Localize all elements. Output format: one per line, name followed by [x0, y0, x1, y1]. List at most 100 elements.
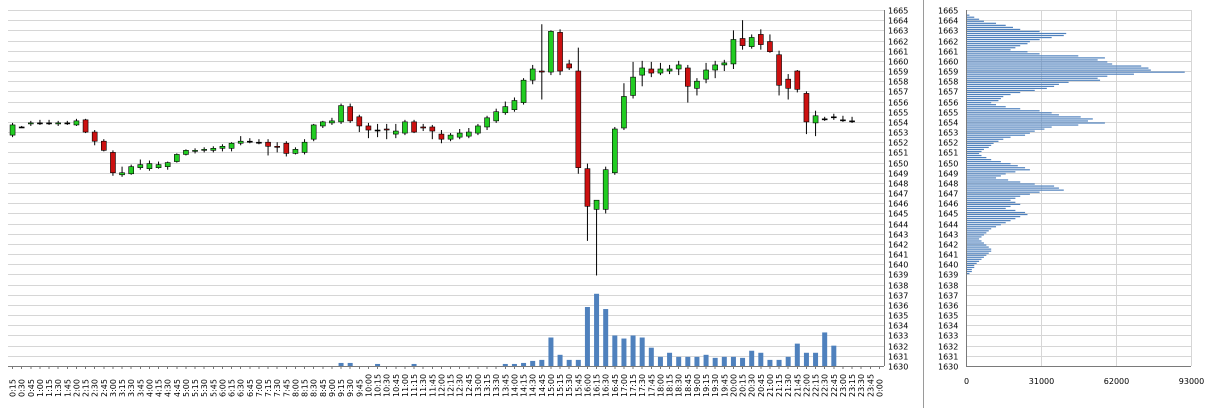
volume-bar — [685, 356, 691, 366]
time-tick-label: 18:00 — [656, 374, 665, 397]
price-tick-label: 1660 — [888, 58, 908, 67]
time-tick-label: 15:30 — [565, 374, 574, 397]
volume-bar — [822, 332, 828, 366]
volume-bar — [712, 357, 718, 366]
profile-price-tick-label: 1642 — [938, 241, 958, 250]
candle-body — [794, 70, 801, 90]
profile-price-tick-label: 1665 — [938, 7, 958, 16]
profile-bar — [967, 161, 1001, 163]
profile-bar — [967, 238, 980, 240]
candle-body — [584, 168, 591, 207]
time-tick-label: 20:30 — [748, 374, 757, 397]
profile-bar — [967, 185, 1055, 187]
candle-body — [438, 133, 445, 140]
profile-bar — [967, 144, 992, 146]
candle-body — [548, 31, 554, 73]
candle-body — [557, 32, 563, 72]
volume-bar — [667, 352, 673, 366]
profile-bar — [967, 112, 1052, 114]
candle-body — [228, 142, 235, 149]
price-tick-label: 1634 — [888, 322, 908, 331]
volume-bar — [584, 307, 590, 366]
profile-bar — [967, 24, 1006, 26]
volume-bar — [785, 356, 791, 366]
candle-body — [821, 118, 828, 121]
profile-bar — [967, 118, 1093, 120]
main-chart-grid — [8, 10, 884, 367]
candle-body — [219, 145, 226, 149]
profile-price-tick-label: 1649 — [938, 170, 958, 179]
profile-bar — [967, 268, 972, 271]
profile-bar — [967, 53, 1040, 55]
profile-bar — [967, 250, 992, 252]
profile-price-tick-label: 1630 — [938, 363, 958, 372]
profile-bar — [967, 49, 1011, 51]
time-tick-label: 12:30 — [456, 374, 465, 397]
candle-body — [174, 154, 180, 162]
profile-bar — [967, 240, 982, 242]
candle-body — [55, 122, 61, 125]
price-tick-label: 1647 — [888, 190, 908, 199]
candle-body — [685, 67, 691, 87]
time-tick-label: 14:15 — [520, 374, 529, 397]
candle-body — [776, 54, 782, 86]
time-tick-label: 21:15 — [775, 374, 784, 397]
profile-bar — [967, 108, 1021, 110]
price-tick-label: 1633 — [888, 332, 908, 341]
time-tick-label: 16:00 — [583, 374, 592, 397]
time-tick-label: 22:00 — [802, 374, 811, 397]
price-tick-label: 1637 — [888, 292, 908, 301]
price-tick-label: 1635 — [888, 312, 908, 321]
candle-body — [329, 120, 335, 124]
time-tick-label: 20:45 — [757, 374, 766, 397]
time-tick-label: 10:00 — [364, 374, 373, 397]
candle-body — [721, 62, 728, 66]
candle-body — [420, 126, 426, 129]
time-tick-label: 0:15 — [9, 379, 18, 397]
time-tick-label: 8:30 — [310, 379, 319, 397]
profile-bar — [967, 262, 977, 264]
time-tick-label: 1:00 — [36, 379, 45, 397]
time-tick-label: 15:00 — [547, 374, 556, 397]
price-tick-label: 1651 — [888, 149, 908, 158]
time-tick-label: 1:45 — [63, 379, 72, 397]
candle-body — [320, 121, 326, 127]
profile-bar — [967, 260, 980, 262]
candle-body — [146, 163, 153, 169]
candle-body — [803, 93, 810, 123]
price-tick-label: 1658 — [888, 78, 908, 87]
profile-price-tick-label: 1650 — [938, 160, 958, 169]
volume-bar — [621, 338, 627, 366]
volume-bar — [657, 356, 663, 366]
profile-bar — [967, 59, 1098, 61]
time-tick-label: 5:30 — [200, 379, 209, 397]
time-tick-label: 14:00 — [510, 374, 519, 397]
volume-bar — [803, 352, 809, 366]
profile-bar — [967, 18, 980, 20]
profile-bar — [967, 134, 1026, 136]
candle-body — [812, 115, 819, 124]
time-tick-label: 4:45 — [173, 379, 182, 397]
time-tick-label: 22:45 — [830, 374, 839, 397]
profile-bar — [967, 189, 1064, 191]
price-tick-label: 1645 — [888, 210, 908, 219]
candle-body — [310, 124, 317, 140]
candle-body — [475, 125, 481, 134]
profile-price-tick-label: 1640 — [938, 261, 958, 270]
time-tick-label: 4:00 — [145, 379, 154, 397]
profile-bar — [967, 51, 1028, 53]
candle-body — [365, 125, 372, 131]
time-tick-label: 2:15 — [82, 379, 91, 397]
profile-price-tick-label: 1633 — [938, 332, 958, 341]
profile-bar — [967, 228, 992, 230]
profile-price-tick-label: 1656 — [938, 99, 958, 108]
time-tick-label: 12:00 — [437, 374, 446, 397]
profile-price-tick-label: 1651 — [938, 149, 958, 158]
volume-bar — [758, 352, 764, 366]
candle-body — [739, 38, 746, 46]
time-tick-label: 7:15 — [264, 379, 273, 397]
profile-bar — [967, 244, 987, 246]
time-tick-label: 15:45 — [574, 374, 583, 397]
